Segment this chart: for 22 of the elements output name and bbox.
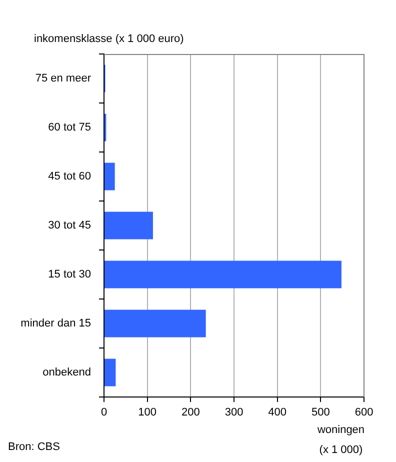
- y-tick-label: 60 tot 75: [48, 122, 91, 134]
- x-tick-label: 0: [100, 406, 108, 419]
- y-axis-title: inkomensklasse (x 1 000 euro): [34, 33, 184, 45]
- x-tick-label: 200: [181, 406, 200, 419]
- y-tick-label: 45 tot 60: [48, 170, 91, 183]
- y-tick-label: 15 tot 30: [48, 268, 91, 281]
- text: Bron: CBS: [8, 441, 60, 453]
- y-tick-label: minder dan 15: [20, 318, 91, 330]
- bar: [104, 310, 206, 338]
- x-tick-label: 600: [354, 406, 374, 419]
- bar: [104, 162, 115, 190]
- x-axis-title: woningen (x 1 000): [316, 423, 366, 458]
- x-tick-label: 300: [224, 406, 244, 419]
- bar: [104, 212, 153, 240]
- y-tick-label: onbekend: [42, 366, 91, 379]
- x-tick-label: 100: [138, 406, 157, 419]
- bar: [104, 260, 342, 288]
- y-tick-label: 30 tot 45: [48, 220, 91, 232]
- y-tick-label: 75 en meer: [35, 72, 92, 85]
- x-tick-label: 400: [268, 406, 287, 419]
- bar: [104, 358, 116, 386]
- x-tick-label: 500: [311, 406, 330, 419]
